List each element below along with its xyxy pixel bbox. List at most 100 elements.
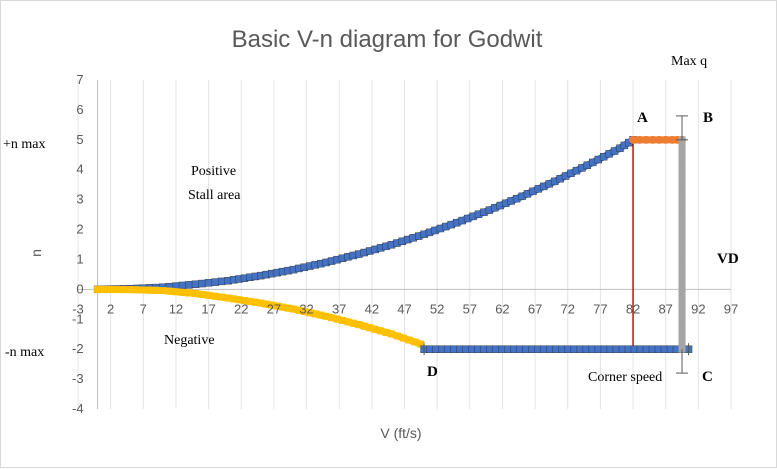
y-tick-label-6: 2 [76, 222, 83, 237]
series-4-point-34 [678, 339, 686, 347]
series-0-point-17 [204, 279, 213, 287]
series-1-point-45 [360, 322, 368, 330]
series-1-point-28 [268, 301, 276, 309]
series-1-point-30 [279, 303, 287, 311]
point-b-label: B [703, 110, 713, 126]
x-tick-label-14: 67 [528, 301, 542, 316]
point-d-label: D [427, 364, 438, 380]
x-tick-label-0: -3 [72, 301, 84, 316]
tick-labels: -3 2 7 12 17 22 27 32 37 42 47 52 57 62 67 72 77 82 87 92 97… [72, 72, 738, 416]
pos-n-max-label: +n max [3, 137, 46, 152]
series-4-point-21 [678, 261, 686, 269]
series-4-point-9 [678, 190, 686, 198]
series-1-point-5 [126, 286, 134, 294]
series-1-point-3 [113, 286, 121, 294]
series-1-point-44 [355, 321, 363, 329]
series-1-point-8 [146, 286, 154, 294]
series-1-point-19 [218, 293, 226, 301]
series-1-point-51 [393, 332, 401, 340]
series-1-point-33 [295, 306, 303, 314]
x-tick-label-8: 37 [332, 301, 346, 316]
series-4-point-26 [678, 291, 686, 299]
series-1-point-38 [322, 312, 330, 320]
series-1-point-48 [377, 327, 385, 335]
series-0-point-16 [198, 279, 206, 288]
chart-title: Basic V-n diagram for Godwit [232, 26, 543, 53]
y-tick-label-11: 7 [76, 72, 83, 87]
series-4-point-8 [678, 184, 686, 192]
series-0-point-19 [217, 277, 226, 286]
series-1-point-11 [165, 287, 173, 295]
series-1-point-24 [246, 297, 254, 305]
positive-stall-line-1: Positive [191, 164, 236, 179]
max-q-label: Max q [671, 54, 707, 69]
series-4-point-5 [678, 166, 686, 174]
series-1-point-47 [371, 325, 379, 333]
x-tick-label-10: 47 [397, 301, 411, 316]
series-1-point-36 [311, 310, 319, 318]
series-2-point-1 [635, 135, 644, 144]
series-4-point-20 [678, 255, 686, 263]
y-tick-label-7: 3 [76, 192, 83, 207]
x-tick-label-9: 42 [365, 301, 379, 316]
series-1-point-4 [120, 286, 128, 294]
series-1-point-52 [399, 334, 407, 342]
series-4-point-29 [678, 309, 686, 317]
series-4-point-3 [678, 154, 686, 162]
series-1-point-29 [273, 302, 281, 310]
series-1-point-54 [411, 338, 419, 346]
x-axis-title: V (ft/s) [380, 425, 421, 441]
y-tick-label-0: -4 [72, 401, 84, 416]
y-tick-label-2: -2 [72, 341, 84, 356]
series-0-point-13 [178, 281, 187, 290]
vd-label: VD [717, 251, 739, 267]
series-1-point-27 [262, 300, 270, 308]
series-layer [93, 115, 693, 374]
series-1-point-35 [306, 309, 314, 317]
series-4-point-31 [678, 321, 686, 329]
series-1-point-46 [366, 324, 374, 332]
series-1-point-37 [317, 311, 325, 319]
series-1-point-1 [100, 285, 108, 293]
x-tick-label-19: 92 [691, 301, 705, 316]
series-4-point-11 [678, 202, 686, 210]
point-c-label: C [702, 369, 713, 385]
series-4-point-10 [678, 196, 686, 204]
y-axis-title: n [28, 249, 44, 257]
series-1-point-34 [300, 307, 308, 315]
y-tick-label-3: -1 [72, 311, 84, 326]
series-4-point-15 [678, 226, 686, 234]
y-tick-label-9: 5 [76, 132, 83, 147]
series-1-point-13 [178, 288, 186, 296]
x-tick-label-15: 72 [561, 301, 575, 316]
series-1-point-20 [224, 294, 232, 302]
series-4-point-6 [678, 172, 686, 180]
series-4-point-17 [678, 238, 686, 246]
series-4-point-4 [678, 160, 686, 168]
series-2-point-5 [661, 135, 670, 144]
x-tick-label-2: 7 [140, 301, 147, 316]
series-1-point-43 [349, 319, 357, 327]
series-4-point-1 [678, 142, 686, 150]
series-4-point-12 [678, 208, 686, 216]
series-4-point-7 [678, 178, 686, 186]
series-4-point-33 [678, 333, 686, 341]
series-2-point-0 [629, 135, 638, 144]
series-4-point-18 [678, 243, 686, 251]
x-tick-label-7: 32 [299, 301, 313, 316]
x-tick-label-6: 27 [267, 301, 281, 316]
series-1-point-39 [328, 314, 336, 322]
x-tick-label-12: 57 [463, 301, 477, 316]
series-0-point-18 [211, 278, 219, 286]
series-1-point-32 [289, 305, 297, 313]
y-tick-label-8: 4 [76, 162, 83, 177]
x-tick-label-17: 82 [626, 301, 640, 316]
series-1-point-53 [405, 336, 413, 344]
series-4-point-32 [678, 327, 686, 335]
neg-n-max-label: -n max [5, 345, 44, 360]
series-1-point-21 [230, 295, 238, 303]
x-tick-label-13: 62 [495, 301, 509, 316]
series-4-point-14 [678, 220, 686, 228]
